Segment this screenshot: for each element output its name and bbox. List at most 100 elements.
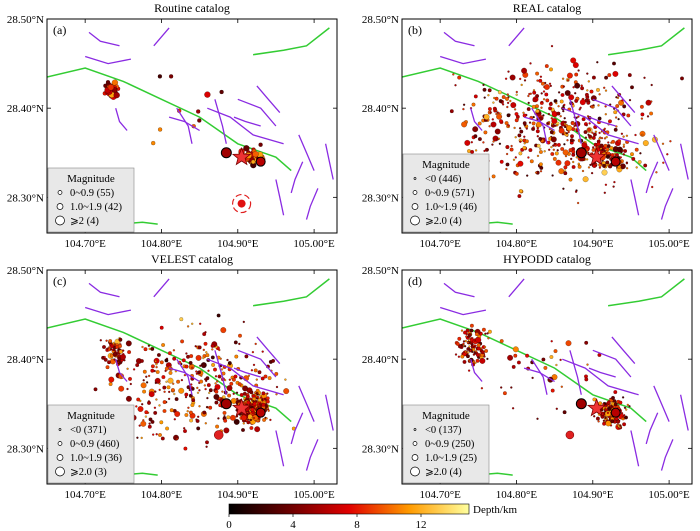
event-marker [464,139,471,146]
legend-symbol [413,177,417,180]
event-marker [604,113,607,116]
event-marker [265,399,270,404]
x-tick-label: 104.80°E [496,489,538,501]
x-tick-label: 104.90°E [572,238,614,250]
event-marker [544,92,549,97]
legend-entry: 0~0.9 (250) [425,439,475,450]
fault-line [588,367,616,378]
event-marker [550,152,555,156]
event-marker [626,403,629,406]
event-marker [563,143,566,146]
event-marker [263,374,268,379]
event-marker [154,360,157,363]
event-marker [246,400,251,405]
x-tick-label: 104.80°E [141,489,183,501]
event-marker [539,150,543,154]
event-marker [238,342,241,345]
event-marker [572,86,575,89]
event-marker [118,385,125,392]
event-marker [172,349,175,352]
event-marker [610,153,615,157]
event-marker [483,113,490,120]
event-marker [205,445,208,448]
event-marker [183,427,186,430]
event-marker [505,167,508,171]
event-marker [187,406,190,409]
event-marker [585,124,588,127]
event-marker [155,366,158,369]
event-marker [266,392,269,395]
legend-symbol [412,441,418,446]
event-marker [262,418,267,422]
event-marker [127,350,132,355]
event-marker [571,152,576,157]
legend-symbol [55,466,65,477]
large-event-marker [610,156,621,167]
event-marker [536,79,539,82]
event-marker [261,391,266,396]
fault-line [508,27,525,47]
event-marker [196,386,199,389]
event-marker [609,146,614,150]
event-marker [594,130,598,133]
event-marker [283,388,290,395]
fault-line [470,108,483,131]
event-marker [246,420,251,425]
event-marker [242,422,245,425]
event-marker [568,94,575,101]
event-marker [559,115,562,118]
event-marker [603,143,608,148]
event-marker [499,339,504,344]
legend-entry: <0 (371) [70,425,107,436]
event-marker [168,390,171,393]
event-marker [202,410,207,415]
event-marker [457,75,462,80]
fault-line [523,116,555,132]
event-marker [646,115,650,118]
event-marker [588,122,591,125]
event-marker [536,135,539,138]
event-marker [214,400,219,405]
event-marker [190,403,195,408]
event-marker [573,124,576,128]
event-marker [470,323,474,328]
event-marker [488,107,492,111]
event-marker [557,142,561,147]
fault-line [645,412,659,445]
event-marker [491,174,496,179]
fault-line [531,358,548,395]
event-marker [196,426,201,431]
fault-line [569,99,582,144]
event-marker [148,391,155,398]
event-marker [164,366,169,371]
event-marker [204,388,207,391]
event-marker [574,82,581,89]
event-marker [167,351,172,356]
event-marker [598,146,601,149]
event-marker [464,345,467,348]
event-marker [110,344,114,349]
fault-line [275,430,285,467]
event-marker [604,183,608,186]
event-marker [649,111,653,116]
y-tick-label: 28.50°N [7,14,44,26]
event-marker [206,397,209,400]
event-marker [457,336,462,341]
event-marker [560,385,563,388]
event-marker [243,402,247,405]
event-marker [568,177,573,182]
event-marker [587,151,590,155]
event-marker [506,113,511,118]
event-marker [559,99,564,104]
y-tick-label: 28.50°N [362,265,399,277]
event-marker [488,329,492,334]
event-marker [462,340,466,343]
event-marker [549,130,554,135]
event-marker [605,420,612,427]
event-marker [195,419,200,423]
event-marker [207,369,210,372]
event-marker [562,85,566,88]
event-marker [528,148,533,153]
event-marker [545,98,550,103]
event-marker [257,370,262,375]
